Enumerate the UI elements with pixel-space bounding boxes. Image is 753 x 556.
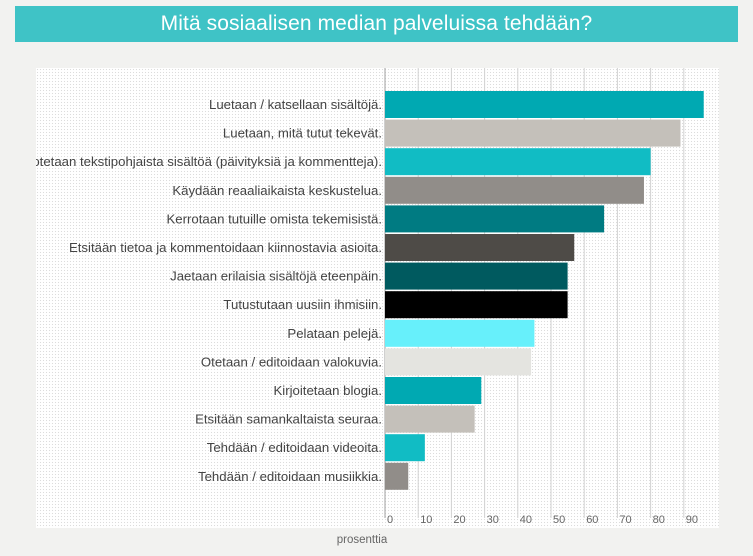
- bar: [385, 234, 575, 261]
- bar: [385, 319, 535, 347]
- bar: [385, 405, 475, 433]
- x-tick-label: 0: [387, 514, 393, 526]
- bar: [385, 377, 482, 404]
- x-tick-label: 60: [586, 514, 598, 526]
- x-tick-label: 90: [686, 514, 698, 526]
- category-label: Käydään reaaliaikaista keskustelua.: [172, 183, 382, 198]
- bar: [385, 348, 532, 376]
- category-label: Luetaan, mitä tutut tekevät.: [223, 126, 382, 141]
- chart-title-bar: Mitä sosiaalisen median palveluissa tehd…: [15, 6, 738, 42]
- category-label: Tehdään / editoidaan videoita.: [207, 440, 382, 455]
- bar: [385, 291, 568, 319]
- category-label: Tehdään / editoidaan musiikkia.: [198, 469, 382, 484]
- x-tick-label: 20: [453, 514, 465, 526]
- bar: [385, 119, 681, 147]
- bar: [385, 176, 644, 204]
- x-axis-title: prosenttia: [337, 534, 388, 546]
- bar-chart: Luetaan / katsellaan sisältöjä. Luetaan, …: [36, 68, 704, 546]
- category-label: Kirjoitetaan blogia.: [273, 383, 382, 398]
- category-label: Tuotetaan tekstipohjaista sisältöä (päiv…: [36, 154, 382, 169]
- bar: [385, 462, 409, 490]
- chart-title: Mitä sosiaalisen median palveluissa tehd…: [160, 12, 593, 35]
- category-label: Pelataan pelejä.: [287, 326, 382, 341]
- category-label: Etsitään samankaltaista seuraa.: [195, 412, 382, 427]
- bar: [385, 262, 568, 290]
- bar: [385, 91, 704, 118]
- category-label: Etsitään tietoa ja kommentoidaan kiinnos…: [69, 240, 382, 255]
- bar: [385, 434, 425, 462]
- x-tick-label: 50: [553, 514, 565, 526]
- category-label: Jaetaan erilaisia sisältöjä eteenpäin.: [170, 269, 382, 284]
- x-tick-label: 70: [619, 514, 631, 526]
- bar: [385, 148, 651, 176]
- bar: [385, 205, 605, 233]
- category-label: Luetaan / katsellaan sisältöjä.: [209, 97, 382, 112]
- category-label: Tutustutaan uusiin ihmisiin.: [223, 297, 382, 312]
- x-tick-label: 10: [420, 514, 432, 526]
- x-tick-label: 30: [487, 514, 499, 526]
- category-label: Kerrotaan tutuille omista tekemisistä.: [167, 211, 383, 226]
- chart-panel: Luetaan / katsellaan sisältöjä. Luetaan, …: [36, 68, 719, 546]
- x-tick-label: 80: [653, 514, 665, 526]
- x-tick-label: 40: [520, 514, 532, 526]
- category-label: Otetaan / editoidaan valokuvia.: [201, 354, 382, 369]
